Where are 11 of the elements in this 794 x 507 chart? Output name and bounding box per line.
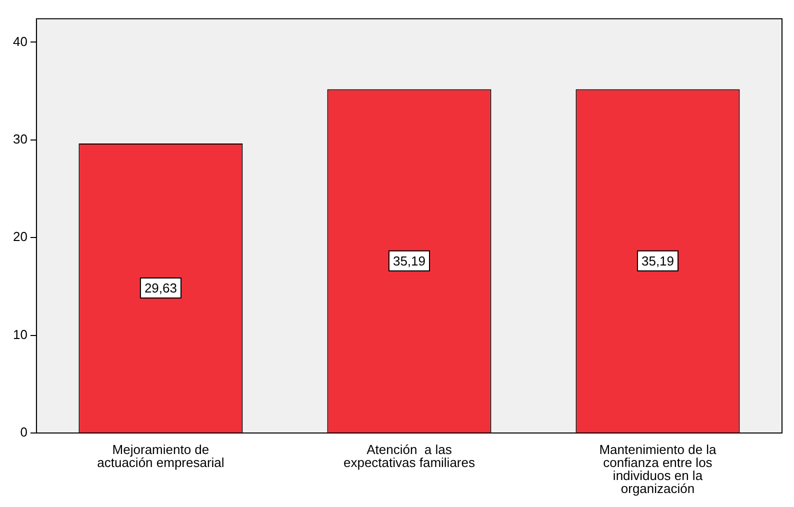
y-tick-label: 0 xyxy=(20,424,28,440)
x-tick-label: Mejoramiento de actuación empresarial xyxy=(97,442,224,470)
data-label: 35,19 xyxy=(392,253,426,268)
data-label: 35,19 xyxy=(641,253,674,268)
y-tick-label: 20 xyxy=(12,229,28,244)
data-label: 29,63 xyxy=(144,280,177,296)
x-tick-label: Atención a las expectativas familiares xyxy=(343,442,476,470)
y-tick-label: 10 xyxy=(12,326,28,342)
y-tick-label: 40 xyxy=(12,34,28,49)
x-tick-label: Mantenimiento de la confianza entre los individuos en la organización xyxy=(599,442,718,496)
y-tick-label: 30 xyxy=(12,132,28,147)
